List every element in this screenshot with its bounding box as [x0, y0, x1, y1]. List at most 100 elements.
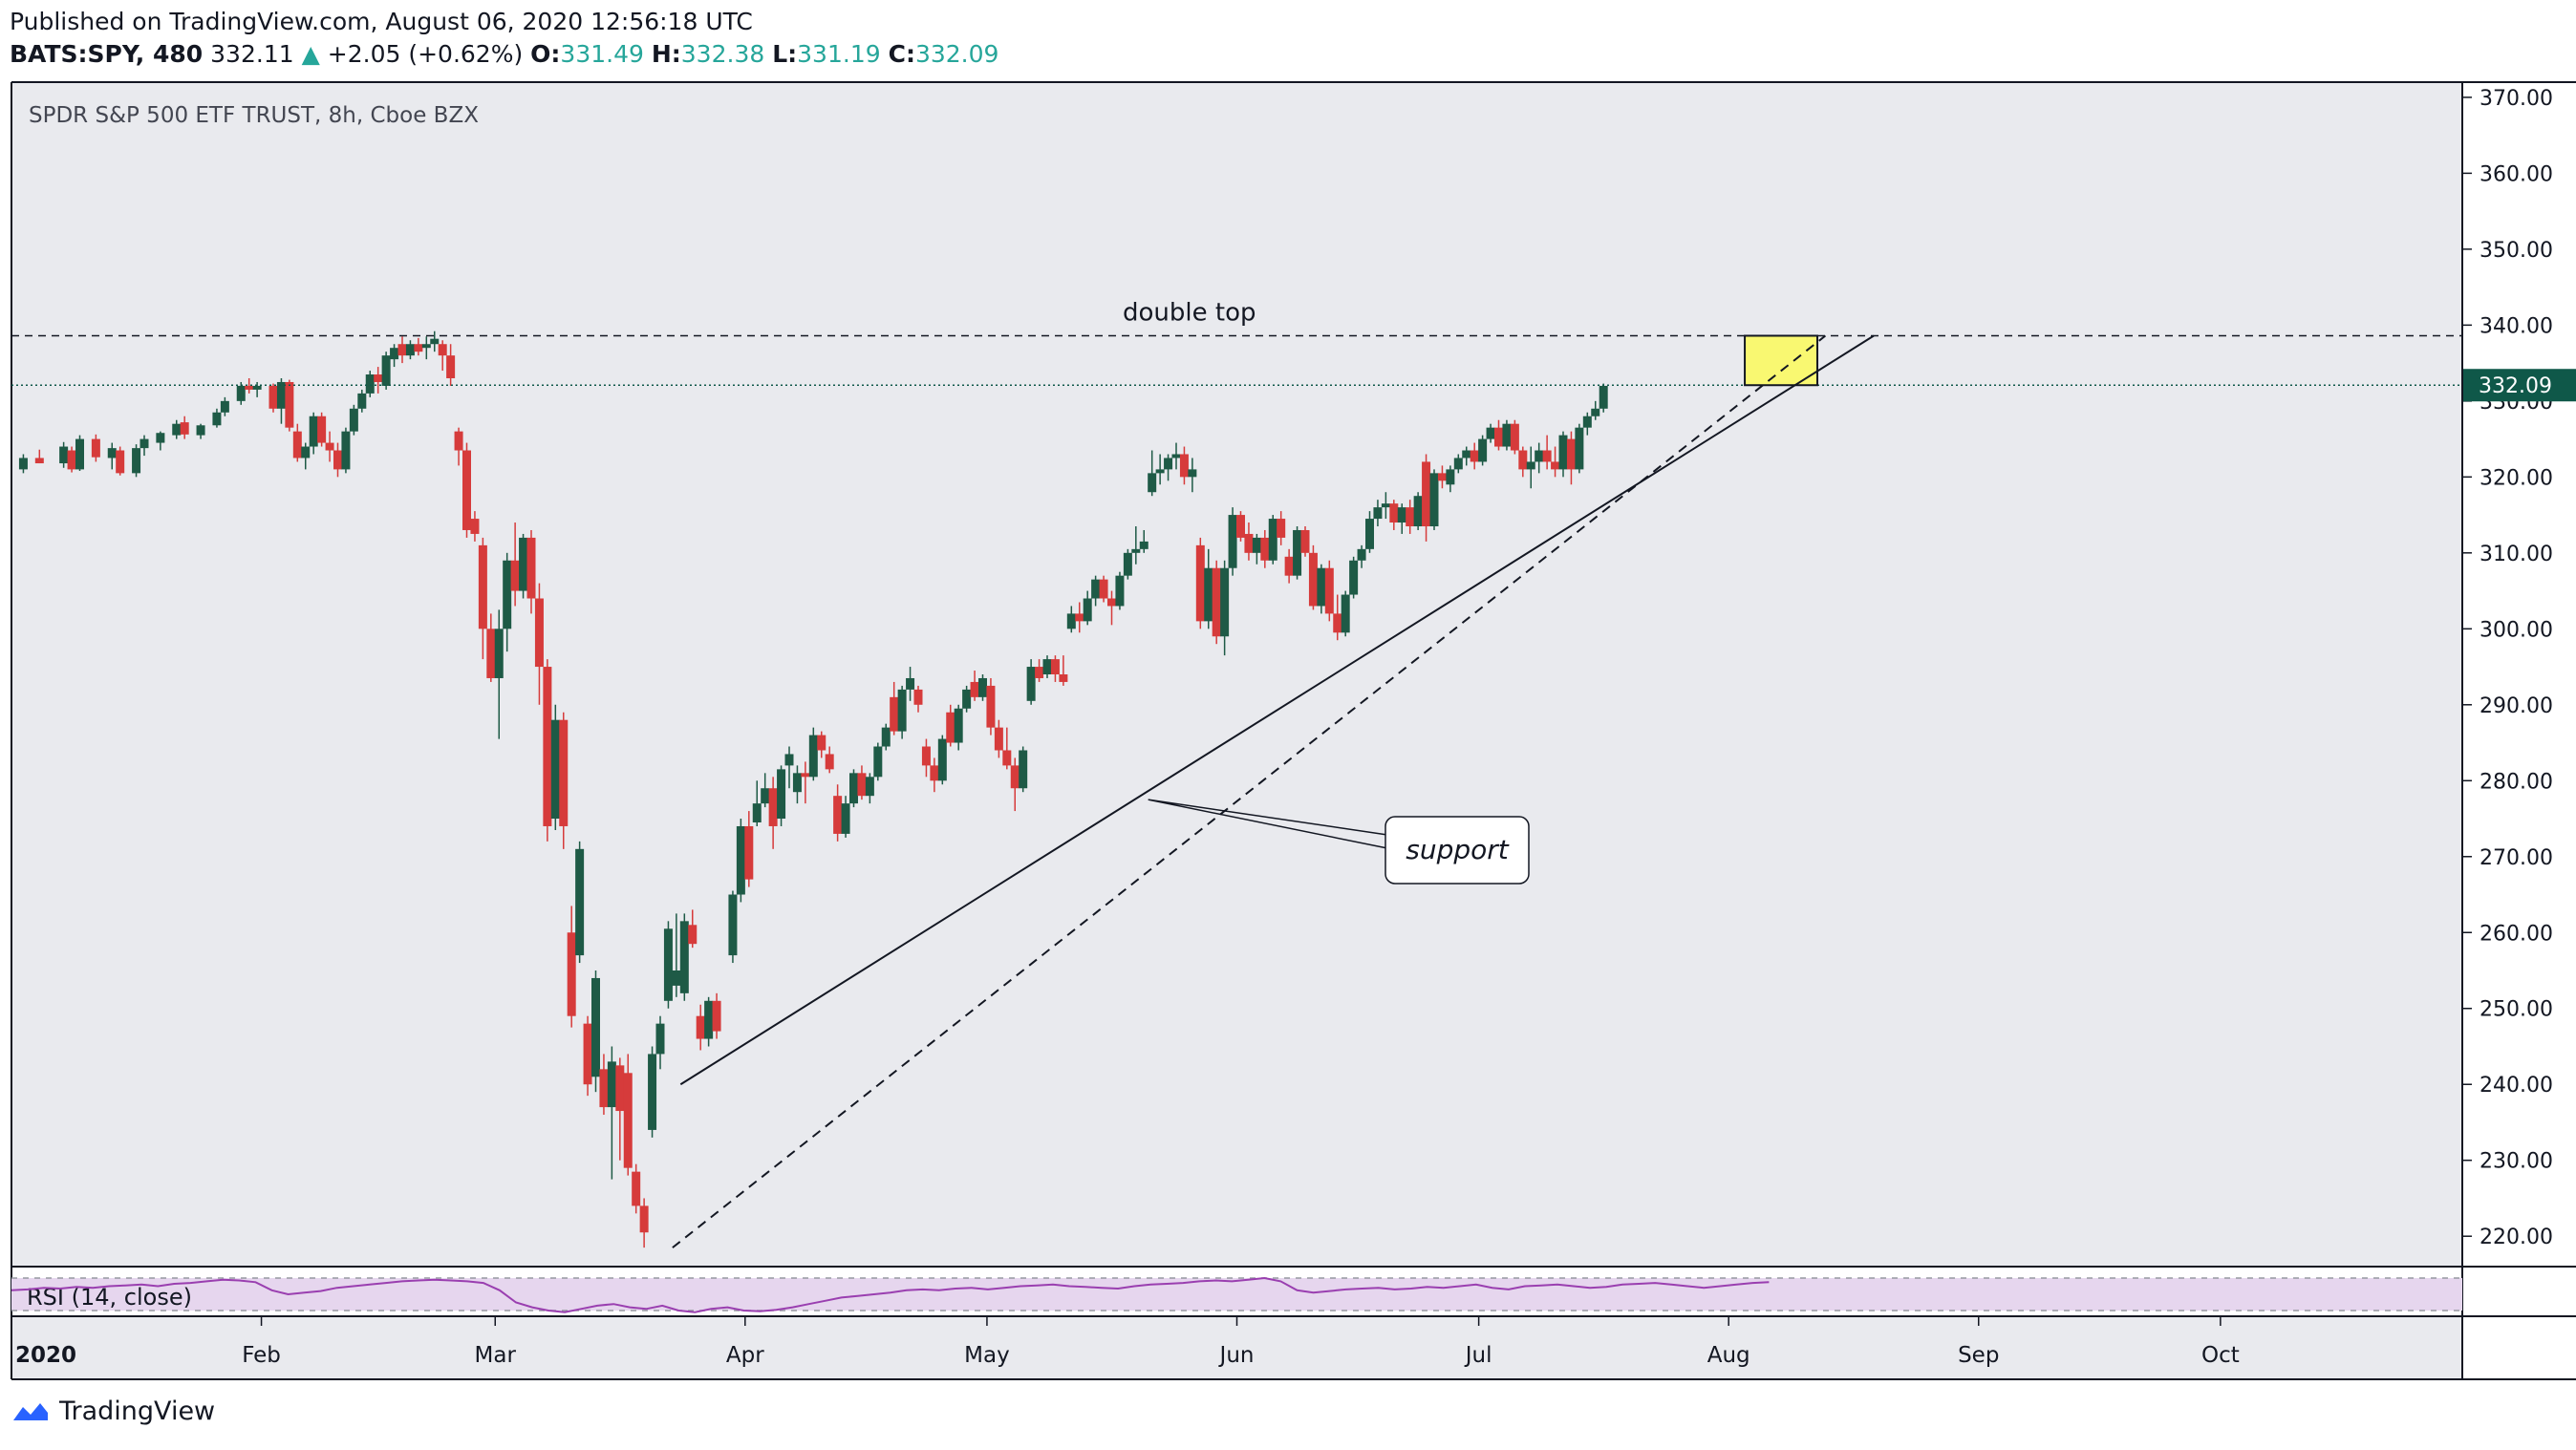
candle-body — [1268, 519, 1277, 561]
candle-body — [1107, 598, 1116, 607]
candle-body — [503, 560, 512, 629]
candle-body — [550, 719, 560, 820]
candle — [648, 1046, 657, 1138]
chart-pane-background — [11, 82, 2462, 1267]
candle — [1107, 590, 1116, 626]
candle-body — [1277, 519, 1286, 538]
time-tick-label: 2020 — [15, 1343, 76, 1368]
candle-body — [777, 769, 786, 820]
candle — [357, 389, 367, 413]
candle-body — [962, 689, 972, 709]
candle — [414, 337, 423, 356]
last-price: 332.11 — [210, 40, 294, 68]
candle-body — [1453, 458, 1463, 470]
price-tick-label: 370.00 — [2479, 87, 2553, 111]
candle-body — [107, 448, 117, 458]
candle — [881, 723, 891, 751]
candle — [550, 704, 560, 830]
symbol-label[interactable]: BATS:SPY, 480 — [10, 40, 204, 68]
candle-body — [59, 446, 69, 464]
candle-body — [34, 458, 44, 464]
candle — [34, 449, 44, 464]
candle-body — [1139, 541, 1148, 549]
candle-body — [1228, 515, 1237, 568]
candle — [567, 906, 576, 1028]
tradingview-logo-icon — [13, 1402, 48, 1420]
candle — [1083, 590, 1092, 626]
high-label: H: — [651, 40, 681, 68]
dashed-trendline — [672, 334, 1827, 1248]
candle-body — [1195, 544, 1205, 622]
candle-body — [648, 1054, 657, 1130]
footer-brand-text: TradingView — [59, 1397, 216, 1426]
last-price-tag-label: 332.09 — [2479, 374, 2552, 398]
candle — [140, 435, 149, 457]
support-callout-box — [1385, 816, 1530, 885]
candle — [696, 1004, 705, 1051]
candle — [808, 727, 818, 781]
candle — [873, 742, 883, 781]
candle-body — [1341, 594, 1350, 633]
time-tick-label: May — [964, 1343, 1010, 1368]
candle-body — [365, 374, 375, 394]
candle — [526, 529, 536, 614]
candle-body — [1220, 567, 1230, 637]
candle-body — [1260, 537, 1270, 561]
candle-body — [1389, 503, 1399, 523]
candle — [1277, 511, 1286, 545]
candle — [679, 913, 689, 1001]
footer-brand[interactable]: TradingView — [11, 1397, 215, 1426]
price-tick-label: 290.00 — [2479, 694, 2553, 718]
candle — [454, 427, 463, 466]
candle-body — [1131, 548, 1141, 553]
candle-body — [841, 803, 850, 834]
candle — [503, 552, 512, 652]
candle-body — [1284, 556, 1294, 576]
candle — [1437, 465, 1447, 489]
candle-body — [1446, 469, 1455, 485]
candle-body — [752, 803, 762, 822]
time-axis[interactable]: 2020 Feb Mar Apr May Jun Jul Aug Sep Oct — [11, 1316, 2240, 1368]
candle-body — [655, 1023, 665, 1055]
price-tick-label: 240.00 — [2479, 1074, 2553, 1098]
open-label: O: — [530, 40, 561, 68]
candle-body — [1518, 450, 1528, 470]
candle — [1389, 500, 1399, 530]
candle-body — [1494, 427, 1503, 447]
candle-body — [575, 848, 585, 956]
price-chart[interactable]: RSI (14, close) SPDR S&P 500 ETF TRUST, … — [0, 0, 2576, 1385]
candle-body — [1164, 458, 1173, 470]
candle — [1470, 442, 1479, 470]
candle — [752, 780, 762, 826]
candles-layer — [18, 331, 1608, 1248]
candle-body — [623, 1073, 633, 1168]
candle — [486, 613, 496, 682]
candle — [1244, 522, 1254, 561]
candle-body — [1317, 567, 1326, 607]
candle — [1123, 548, 1132, 580]
candle — [954, 704, 963, 751]
candle-body — [397, 344, 407, 356]
candle — [462, 442, 471, 538]
candle-body — [1171, 454, 1181, 458]
candle-body — [526, 537, 536, 599]
candle-body — [994, 727, 1003, 751]
candle-body — [1019, 750, 1028, 789]
candle — [728, 890, 738, 964]
price-tick-label: 280.00 — [2479, 770, 2553, 794]
candle-body — [156, 433, 165, 443]
candle — [172, 419, 182, 439]
candle-body — [1413, 496, 1423, 526]
candle — [1478, 435, 1488, 466]
candle-body — [1188, 469, 1197, 478]
candle-body — [381, 355, 391, 386]
candle-body — [736, 825, 745, 895]
price-axis[interactable]: 370.00360.00350.00340.00330.00320.00310.… — [2462, 87, 2553, 1249]
price-tick-label: 270.00 — [2479, 846, 2553, 870]
candle — [986, 677, 996, 736]
candle-body — [390, 348, 399, 360]
candle-body — [1026, 667, 1036, 701]
time-tick-label: Jul — [1464, 1343, 1492, 1368]
candle — [438, 340, 447, 372]
rsi-line — [11, 1276, 1770, 1313]
